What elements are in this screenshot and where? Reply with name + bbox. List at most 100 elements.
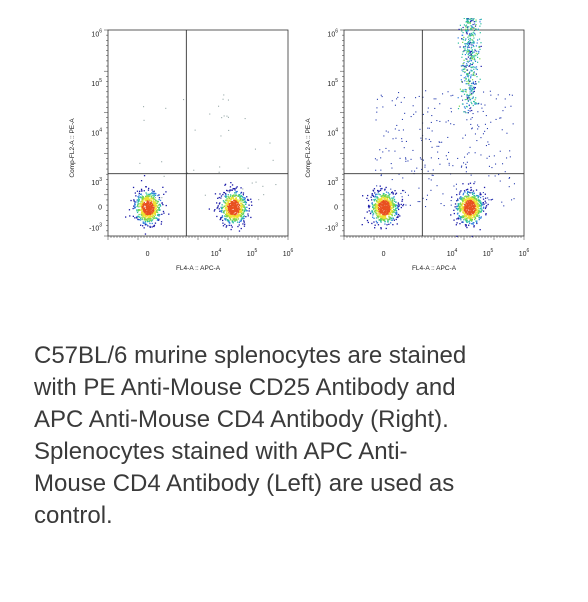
event-dot: [235, 205, 237, 207]
event-dot: [134, 202, 136, 205]
event-dot: [142, 196, 144, 198]
event-dot: [463, 46, 465, 48]
event-dot: [236, 210, 238, 212]
event-dot: [470, 123, 472, 125]
event-dot: [384, 199, 386, 201]
event-dot: [475, 102, 477, 104]
event-dot: [136, 216, 138, 218]
event-dot: [472, 210, 474, 213]
event-dot: [471, 83, 473, 85]
event-dot: [464, 198, 466, 200]
event-dot: [473, 88, 475, 90]
event-dot: [427, 170, 429, 172]
event-dot: [239, 204, 241, 207]
event-dot: [146, 211, 149, 213]
event-dot: [475, 52, 477, 54]
x-tick-label: 105: [247, 248, 258, 258]
event-dot: [377, 217, 379, 219]
event-dot: [381, 216, 383, 218]
event-dot: [457, 209, 459, 211]
event-dot: [464, 213, 466, 215]
event-dot: [388, 202, 390, 204]
event-dot: [467, 205, 469, 207]
event-dot: [218, 208, 220, 210]
event-dot: [459, 208, 461, 210]
caption-line: Mouse CD4 Antibody (Left) are used as: [34, 470, 455, 497]
event-dot: [388, 209, 390, 211]
event-dot: [228, 203, 230, 205]
event-dot: [158, 207, 160, 209]
event-dot: [383, 196, 385, 199]
event-dot: [470, 192, 472, 194]
event-dot: [134, 204, 136, 206]
event-dot: [484, 193, 486, 195]
event-dot: [391, 210, 393, 212]
event-dot: [378, 212, 381, 214]
event-dot: [391, 214, 393, 216]
event-dot: [217, 205, 219, 207]
event-dot: [155, 217, 157, 219]
event-dot: [144, 233, 147, 235]
event-dot: [243, 199, 245, 201]
event-dot: [471, 25, 473, 27]
event-dot: [368, 204, 370, 207]
event-dot: [382, 201, 384, 203]
event-dot: [157, 194, 159, 197]
event-dot: [227, 196, 229, 198]
event-dot: [460, 79, 462, 81]
event-dot: [479, 204, 481, 207]
event-dot: [147, 217, 149, 219]
event-dot: [146, 206, 148, 208]
event-dot: [471, 63, 473, 66]
event-dot: [474, 50, 476, 52]
event-dot: [128, 209, 131, 211]
event-dot: [470, 189, 472, 192]
event-dot: [219, 166, 221, 168]
event-dot: [378, 204, 381, 206]
event-dot: [227, 190, 229, 192]
event-dot: [460, 90, 462, 92]
event-dot: [468, 26, 470, 28]
event-dot: [242, 216, 244, 218]
event-dot: [240, 218, 242, 221]
event-dot: [235, 190, 237, 193]
event-dot: [471, 44, 473, 46]
event-dot: [232, 197, 234, 200]
event-dot: [386, 205, 388, 208]
event-dot: [388, 212, 390, 214]
event-dot: [483, 203, 485, 205]
event-dot: [229, 199, 232, 201]
event-dot: [224, 195, 226, 197]
event-dot: [453, 219, 455, 221]
event-dot: [459, 203, 461, 205]
event-dot: [142, 212, 145, 214]
event-dot: [475, 207, 477, 209]
event-dot: [458, 206, 460, 208]
event-dot: [504, 98, 506, 100]
event-dot: [469, 110, 471, 112]
event-dot: [465, 220, 467, 222]
event-dot: [374, 203, 376, 206]
event-dot: [470, 87, 472, 89]
event-dot: [476, 209, 478, 211]
event-dot: [473, 206, 475, 209]
event-dot: [471, 67, 473, 69]
event-dot: [140, 193, 142, 195]
event-dot: [237, 214, 240, 217]
event-dot: [479, 21, 481, 23]
event-dot: [395, 204, 397, 206]
event-dot: [373, 204, 375, 206]
event-dot: [414, 170, 416, 172]
event-dot: [376, 206, 378, 209]
event-dot: [155, 200, 157, 202]
event-dot: [152, 211, 154, 213]
event-dot: [477, 215, 479, 217]
event-dot: [465, 206, 468, 208]
event-dot: [250, 216, 252, 219]
event-dot: [378, 219, 381, 221]
event-dot: [465, 210, 467, 212]
event-dot: [472, 44, 474, 46]
event-dot: [145, 206, 147, 208]
event-dot: [392, 204, 394, 206]
event-dot: [464, 204, 466, 206]
